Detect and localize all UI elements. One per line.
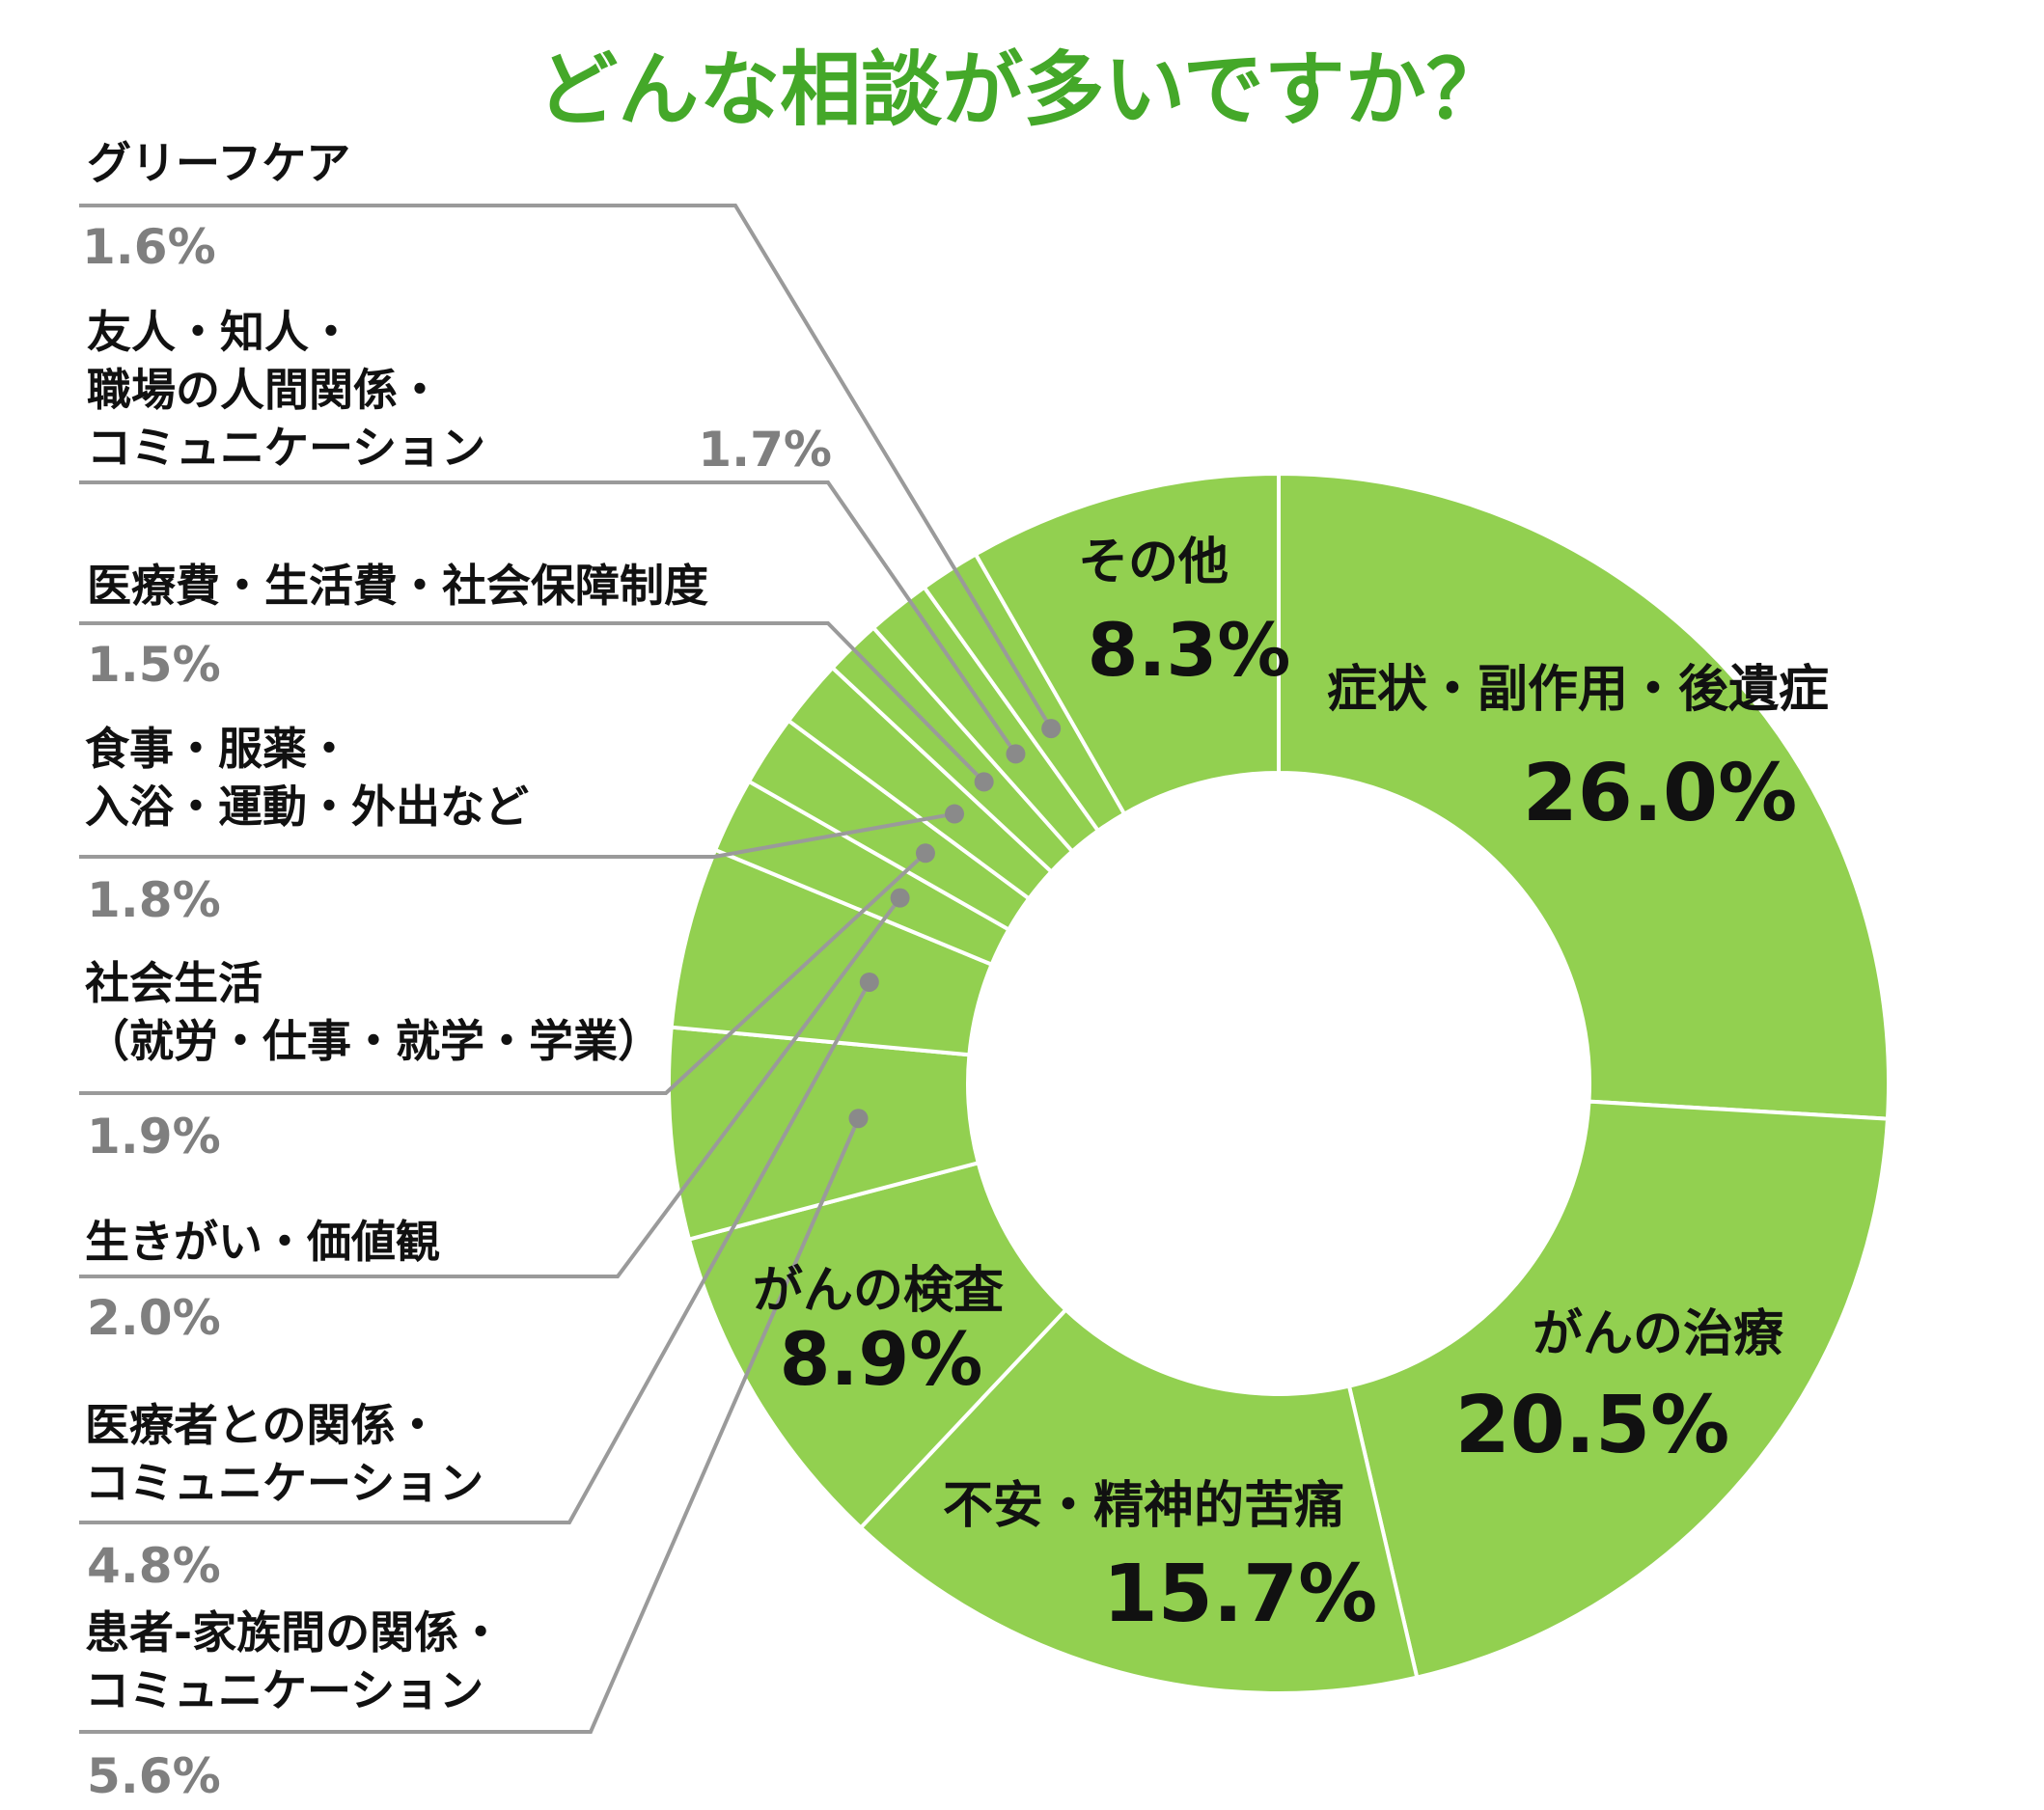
slice-12-value-label: 1.6% [82, 219, 216, 275]
donut-slices [667, 471, 1891, 1695]
slice-10-leader-dot [974, 772, 994, 792]
slice-2-label: がんの治療 [1533, 1305, 1783, 1363]
slice-11-label-line-1: 友人・知人・ [87, 306, 353, 358]
slice-2-arc [1346, 1099, 1891, 1680]
slice-5-label-line-1: 患者-家族間の関係・ [85, 1606, 503, 1659]
slice-labels: 症状・副作用・後遺症 26.0% がんの治療 20.5% 不安・精神的苦痛 15.7% がん… [82, 137, 1829, 1804]
slice-5-leader-line [79, 1117, 861, 1734]
slice-4-value-label: 8.9% [780, 1316, 983, 1402]
leader-lines [79, 204, 1062, 1734]
slice-10-label: 医療費・生活費・社会保障制度 [87, 560, 708, 612]
slice-5-label-line-2: コミュニケーション [85, 1664, 483, 1716]
chart-title: どんな相談が多いですか？ [537, 42, 1506, 137]
slice-3-value-label: 15.7% [1103, 1549, 1377, 1640]
slice-11-label-line-3: コミュニケーション [87, 422, 485, 474]
slice-11-leader-dot [1006, 744, 1026, 764]
slice-8-label-line-1: 社会生活 [85, 957, 262, 1009]
slice-5-value-label: 5.6% [87, 1748, 221, 1804]
slice-5-leader-dot [848, 1109, 869, 1129]
slice-6-label-line-2: コミュニケーション [85, 1457, 483, 1509]
slice-1-label: 症状・副作用・後遺症 [1327, 661, 1829, 719]
slice-6-label-line-1: 医療者との関係・ [85, 1399, 440, 1451]
slice-10-value-label: 1.5% [87, 637, 221, 693]
slice-13-value-label: 8.3% [1088, 607, 1291, 693]
slice-7-leader-dot [890, 888, 910, 908]
slice-6-leader-line [79, 980, 871, 1524]
slice-1-value-label: 26.0% [1523, 748, 1797, 839]
slice-13-label: その他 [1078, 534, 1229, 591]
slice-4-label: がんの検査 [753, 1262, 1004, 1320]
slice-2-value-label: 20.5% [1455, 1380, 1729, 1471]
slice-8-label-line-2: （就労・仕事・就学・学業） [85, 1015, 662, 1067]
slice-3-arc [858, 1306, 1420, 1695]
slice-9-leader-line [79, 811, 955, 859]
slice-8-leader-line [79, 851, 927, 1095]
slice-11-label-line-2: 職場の人間関係・ [87, 364, 442, 416]
slice-13-arc [973, 471, 1281, 817]
slice-8-leader-dot [915, 843, 935, 864]
slice-11-value-label: 1.7% [698, 422, 832, 478]
slice-11-leader-line [79, 480, 1018, 755]
slice-12-label: グリーフケア [87, 137, 350, 189]
slice-9-label-line-1: 食事・服薬・ [85, 723, 351, 775]
slice-9-value-label: 1.8% [87, 872, 221, 928]
slice-3-label: 不安・精神的苦痛 [943, 1477, 1344, 1535]
slice-6-value-label: 4.8% [87, 1538, 221, 1594]
slice-8-value-label: 1.9% [87, 1109, 221, 1165]
slice-7-value-label: 2.0% [87, 1290, 221, 1346]
slice-1-arc [1277, 471, 1891, 1121]
slice-9-leader-dot [945, 804, 965, 824]
slice-7-label: 生きがい・価値観 [85, 1216, 440, 1268]
slice-10-leader-line [79, 621, 986, 783]
slice-9-label-line-2: 入浴・運動・外出など [85, 781, 529, 833]
slice-7-leader-line [79, 896, 902, 1278]
slice-12-leader-line [79, 204, 1053, 730]
slice-6-leader-dot [859, 972, 879, 992]
slice-12-leader-dot [1041, 719, 1062, 739]
